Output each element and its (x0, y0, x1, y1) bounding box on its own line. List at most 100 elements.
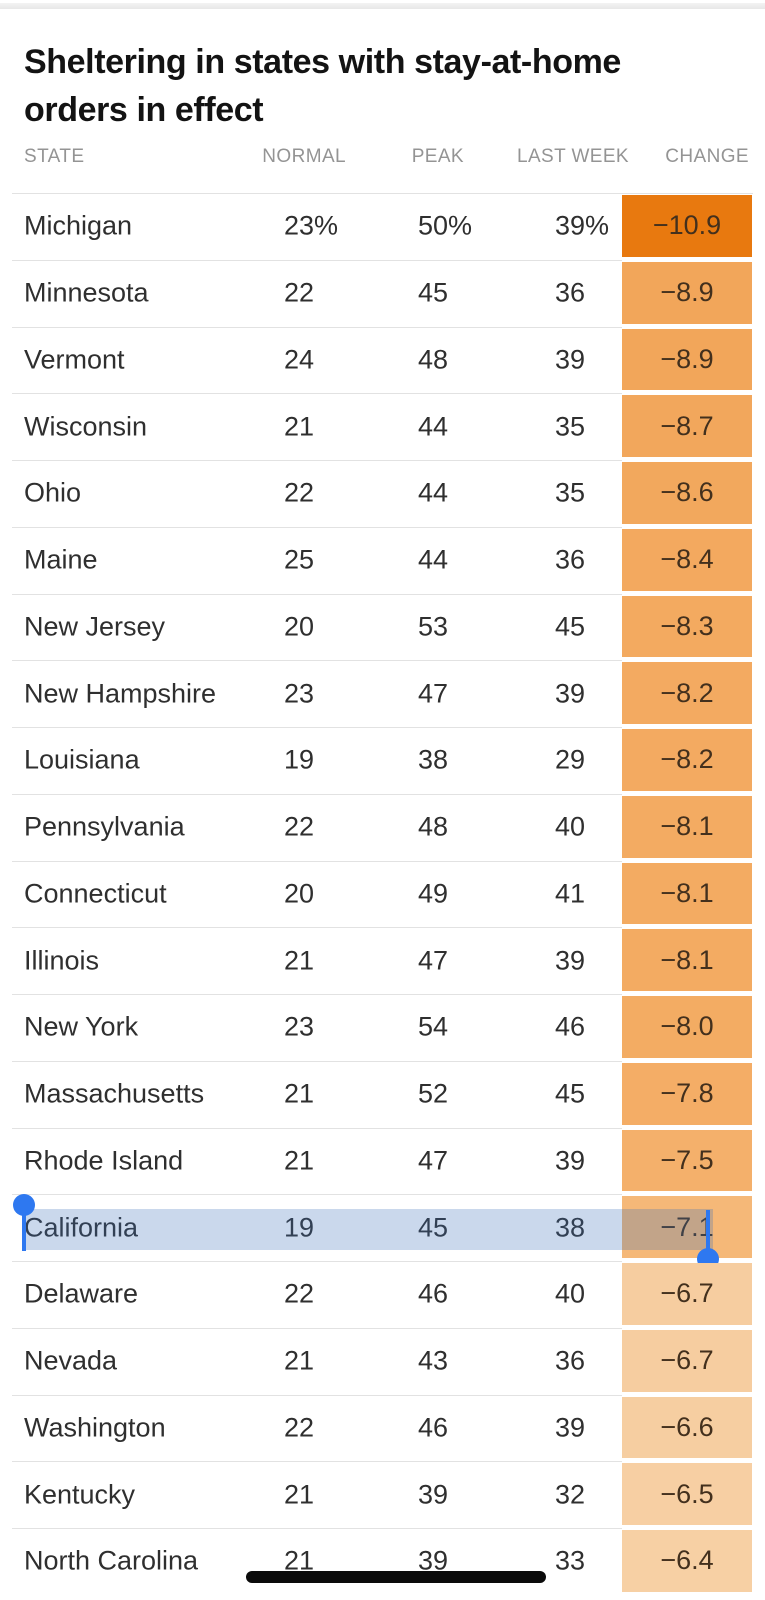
last-week-cell: 40 (554, 1278, 585, 1309)
peak-cell: 44 (417, 477, 448, 508)
last-week-cell: 39 (554, 1412, 585, 1443)
last-week-cell: 38 (554, 1212, 585, 1243)
normal-cell: 24 (283, 344, 314, 375)
change-cell: −8.1 (622, 795, 752, 858)
peak-cell: 43 (417, 1345, 448, 1376)
state-cell: Wisconsin (24, 411, 148, 442)
change-cell: −8.6 (622, 462, 752, 524)
row-divider (12, 460, 622, 461)
table-row: Illinois 21 47 39 −8.1 (0, 927, 765, 994)
row-divider (12, 1261, 622, 1262)
table-row: New York 23 54 46 −8.0 (0, 994, 765, 1061)
peak-cell: 39 (417, 1479, 448, 1510)
normal-cell: 22 (283, 1412, 314, 1443)
row-divider (12, 259, 622, 261)
last-week-cell: 36 (554, 277, 585, 308)
peak-cell: 54 (417, 1011, 448, 1042)
change-cell: −6.5 (622, 1463, 752, 1525)
row-divider (12, 793, 622, 795)
table-row: Minnesota 22 45 36 −8.9 (0, 259, 765, 327)
change-cell: −6.6 (622, 1396, 752, 1459)
state-cell: Pennsylvania (24, 811, 185, 842)
peak-cell: 39 (417, 1545, 448, 1576)
normal-cell: 21 (283, 1078, 314, 1109)
change-cell: −8.7 (622, 395, 752, 457)
last-week-cell: 29 (554, 744, 585, 775)
column-header-peak: PEAK (411, 146, 464, 167)
home-indicator-bar[interactable] (246, 1571, 546, 1583)
last-week-cell: 33 (554, 1545, 585, 1576)
table-row: Nevada 21 43 36 −6.7 (0, 1327, 765, 1395)
peak-cell: 47 (417, 1145, 448, 1176)
state-cell: Illinois (24, 945, 100, 976)
top-divider-strip (0, 3, 765, 9)
table-row: Wisconsin 21 44 35 −8.7 (0, 393, 765, 460)
table-row: North Carolina 21 39 33 −6.4 (0, 1528, 765, 1595)
change-cell: −8.4 (622, 528, 752, 591)
last-week-cell: 39 (554, 678, 585, 709)
state-cell: North Carolina (24, 1545, 199, 1576)
last-week-cell: 39% (554, 210, 610, 241)
table-row: Michigan 23% 50% 39% −10.9 (0, 193, 765, 260)
change-cell: −8.3 (622, 595, 752, 658)
normal-cell: 21 (283, 1345, 314, 1376)
normal-cell: 21 (283, 411, 314, 442)
normal-cell: 21 (283, 1479, 314, 1510)
last-week-cell: 45 (554, 611, 585, 642)
peak-cell: 49 (417, 878, 448, 909)
state-cell: Nevada (24, 1345, 118, 1376)
row-divider (12, 1528, 622, 1529)
row-divider (12, 393, 622, 395)
normal-cell: 23 (283, 678, 314, 709)
last-week-cell: 35 (554, 477, 585, 508)
peak-cell: 46 (417, 1278, 448, 1309)
state-cell: Massachusetts (24, 1078, 205, 1109)
peak-cell: 46 (417, 1412, 448, 1443)
table-column-headers: STATE NORMAL PEAK LAST WEEK CHANGE (0, 146, 765, 172)
last-week-cell: 39 (554, 945, 585, 976)
last-week-cell: 35 (554, 411, 585, 442)
table-row: Pennsylvania 22 48 40 −8.1 (0, 793, 765, 861)
peak-cell: 45 (417, 1212, 448, 1243)
table-row: Ohio 22 44 35 −8.6 (0, 460, 765, 527)
change-cell: −7.1 (622, 1196, 752, 1258)
normal-cell: 19 (283, 1212, 314, 1243)
last-week-cell: 46 (554, 1011, 585, 1042)
change-cell: −8.0 (622, 996, 752, 1058)
row-divider (12, 1394, 622, 1396)
normal-cell: 22 (283, 277, 314, 308)
change-cell: −7.8 (622, 1062, 752, 1125)
peak-cell: 38 (417, 744, 448, 775)
peak-cell: 47 (417, 945, 448, 976)
table-row: Delaware 22 46 40 −6.7 (0, 1261, 765, 1328)
peak-cell: 45 (417, 277, 448, 308)
row-divider (12, 1461, 622, 1463)
row-divider (12, 860, 622, 862)
normal-cell: 21 (283, 1545, 314, 1576)
peak-cell: 53 (417, 611, 448, 642)
state-cell: Maine (24, 544, 98, 575)
column-header-last-week: LAST WEEK (516, 146, 629, 167)
row-divider (12, 326, 622, 328)
peak-cell: 44 (417, 544, 448, 575)
row-divider (12, 1194, 622, 1196)
state-cell: Minnesota (24, 277, 149, 308)
peak-cell: 52 (417, 1078, 448, 1109)
column-header-state: STATE (24, 146, 85, 167)
last-week-cell: 45 (554, 1078, 585, 1109)
peak-cell: 44 (417, 411, 448, 442)
normal-cell: 21 (283, 945, 314, 976)
change-cell: −6.4 (622, 1530, 752, 1592)
row-divider (12, 1060, 622, 1062)
table-row: Rhode Island 21 47 39 −7.5 (0, 1127, 765, 1195)
peak-cell: 48 (417, 344, 448, 375)
last-week-cell: 36 (554, 1345, 585, 1376)
table-row: Massachusetts 21 52 45 −7.8 (0, 1060, 765, 1128)
change-cell: −10.9 (622, 195, 752, 257)
table-row: New Jersey 20 53 45 −8.3 (0, 593, 765, 661)
state-cell: Vermont (24, 344, 125, 375)
change-cell: −8.1 (622, 929, 752, 991)
row-divider (12, 193, 753, 194)
table-row: Washington 22 46 39 −6.6 (0, 1394, 765, 1462)
state-cell: New Jersey (24, 611, 166, 642)
